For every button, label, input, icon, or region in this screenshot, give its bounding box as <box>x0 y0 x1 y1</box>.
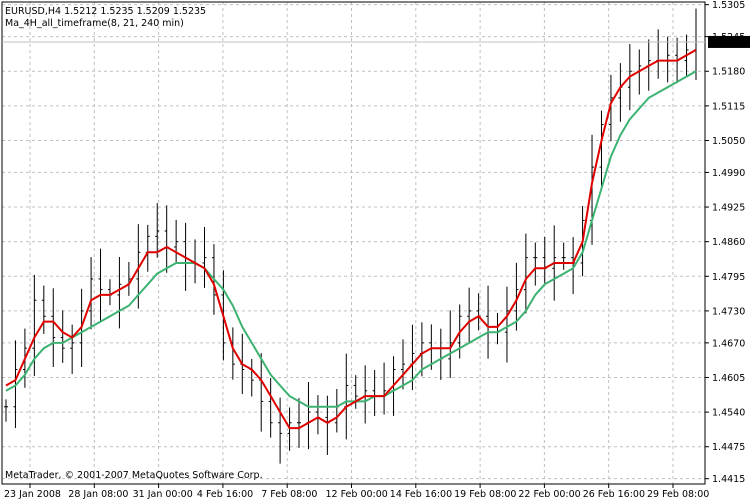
y-tick-label: 1.5305 <box>712 0 745 11</box>
x-tick-label: 4 Feb 16:00 <box>197 489 253 500</box>
x-tick-label: 12 Feb 00:00 <box>326 489 388 500</box>
ohlc-bar <box>448 310 453 379</box>
ohlc-bar <box>523 233 528 314</box>
x-tick-label: 23 Jan 2008 <box>4 489 61 500</box>
ohlc-bar <box>89 257 94 330</box>
ohlc-bar <box>51 288 56 367</box>
x-tick-label: 31 Jan 00:00 <box>133 489 193 500</box>
ohlc-bar <box>599 110 604 188</box>
chart-frame <box>1 1 706 485</box>
x-tick-label: 22 Feb 00:00 <box>518 489 580 500</box>
x-tick-label: 7 Feb 08:00 <box>261 489 317 500</box>
y-tick-label: 1.4795 <box>712 272 745 283</box>
slow-ma-line <box>5 70 697 408</box>
y-tick-label: 1.4415 <box>712 474 745 485</box>
ohlc-bar <box>353 375 358 409</box>
y-tick-label: 1.4925 <box>712 203 745 214</box>
ohlc-bar <box>41 285 46 334</box>
y-tick-label: 1.4860 <box>712 237 745 248</box>
indicator-info: Ma_4H_all_timeframe(8, 21, 240 min) <box>5 18 184 29</box>
x-tick-label: 29 Feb 08:00 <box>647 489 709 500</box>
symbol-info: EURUSD,H4 1.5212 1.5235 1.5209 1.5235 <box>5 6 206 17</box>
y-tick-label: 1.4540 <box>712 408 745 419</box>
current-price-label: 1.5235 <box>712 37 749 48</box>
x-tick-label: 26 Feb 16:00 <box>583 489 645 500</box>
ohlc-bar <box>287 407 292 451</box>
ohlc-bar <box>533 242 538 286</box>
ohlc-bar <box>297 398 302 448</box>
y-tick-label: 1.4605 <box>712 373 745 384</box>
ohlc-bar <box>514 262 519 331</box>
x-tick-label: 19 Feb 08:00 <box>454 489 516 500</box>
y-axis: 1.53051.52451.51801.51151.50501.49901.49… <box>705 0 745 485</box>
ohlc-bar <box>400 339 405 390</box>
copyright-text: MetaTrader, © 2001-2007 MetaQuotes Softw… <box>5 470 263 481</box>
current-price-tag <box>708 35 750 48</box>
ohlc-bar <box>561 242 566 270</box>
ohlc-bar <box>278 397 283 464</box>
x-tick-label: 14 Feb 16:00 <box>390 489 452 500</box>
ohlc-bar <box>155 203 160 258</box>
chart-grid <box>2 2 705 484</box>
fast-ma-line <box>5 49 697 430</box>
y-tick-label: 1.4990 <box>712 168 745 179</box>
ohlc-bar <box>202 227 207 288</box>
x-tick-label: 28 Jan 08:00 <box>68 489 128 500</box>
y-tick-label: 1.4475 <box>712 442 745 453</box>
ohlc-bar <box>60 310 65 363</box>
ohlc-bar <box>268 377 273 438</box>
ohlc-bar <box>70 324 75 374</box>
ohlc-bar <box>174 219 179 264</box>
ohlc-bar <box>608 74 613 142</box>
ohlc-bar <box>4 399 8 422</box>
y-tick-label: 1.5050 <box>712 136 745 147</box>
y-tick-label: 1.4670 <box>712 338 745 349</box>
y-tick-label: 1.4730 <box>712 306 745 317</box>
ohlc-bar <box>467 287 472 344</box>
y-tick-label: 1.5115 <box>712 101 745 112</box>
x-axis: 23 Jan 2008 28 Jan 08:00 31 Jan 00:00 4 Feb… <box>4 484 709 500</box>
ohlc-bar <box>504 286 509 363</box>
y-tick-label: 1.5180 <box>712 67 745 78</box>
ohlc-bar <box>98 248 103 321</box>
ohlc-bar <box>117 257 122 329</box>
